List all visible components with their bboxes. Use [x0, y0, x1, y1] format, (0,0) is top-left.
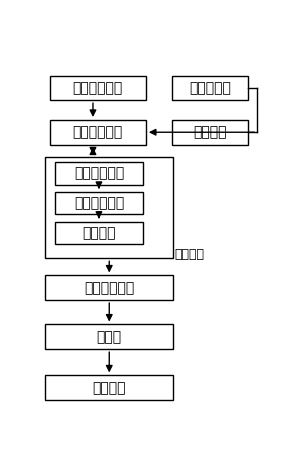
Bar — [55, 192, 143, 214]
Bar — [45, 375, 173, 400]
Text: 图像分析模块: 图像分析模块 — [74, 196, 124, 210]
Text: 数据传输单元: 数据传输单元 — [84, 281, 134, 295]
Bar — [172, 120, 248, 144]
Bar — [55, 162, 143, 185]
Bar — [45, 324, 173, 349]
Text: 信号采集单元: 信号采集单元 — [73, 125, 123, 139]
Bar — [50, 120, 146, 144]
Text: 车载终端: 车载终端 — [93, 381, 126, 395]
Text: 压力感应阵列: 压力感应阵列 — [73, 81, 123, 95]
Bar — [50, 76, 146, 100]
Text: 服务器: 服务器 — [97, 330, 122, 344]
Bar — [172, 76, 248, 100]
Text: 图像生成模块: 图像生成模块 — [74, 166, 124, 180]
Bar — [45, 276, 173, 300]
Text: 控制单元: 控制单元 — [175, 248, 205, 261]
Text: 摄像头单元: 摄像头单元 — [189, 81, 231, 95]
Text: 定位单元: 定位单元 — [194, 125, 227, 139]
Bar — [45, 157, 173, 258]
Text: 执行模块: 执行模块 — [82, 226, 116, 240]
Bar — [55, 222, 143, 244]
